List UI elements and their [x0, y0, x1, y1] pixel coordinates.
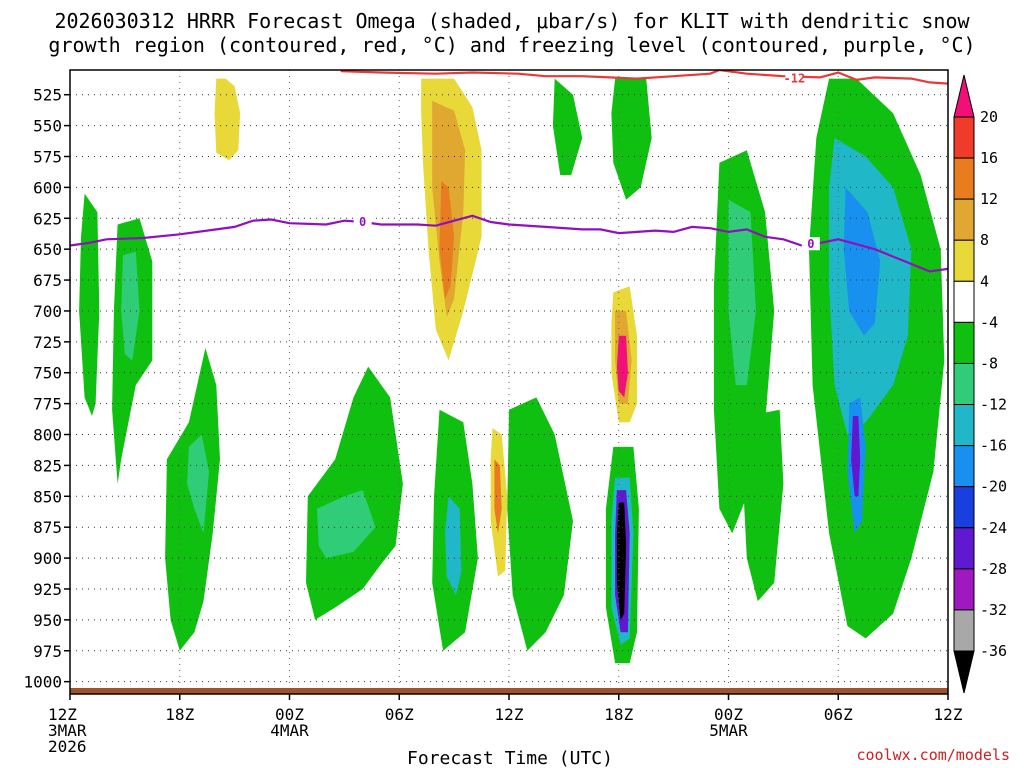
omega-region-15	[316, 490, 376, 559]
colorbar-label-13: -36	[980, 642, 1007, 660]
colorbar-label-0: 20	[980, 108, 998, 126]
contour-line-1	[70, 214, 948, 273]
omega-region-29	[843, 187, 881, 336]
y-tick-label-7: 700	[33, 302, 62, 321]
colorbar-cell-13	[953, 609, 975, 652]
omega-region-20	[611, 78, 652, 200]
y-tick-label-12: 825	[33, 456, 62, 475]
omega-region-24	[616, 502, 627, 620]
chart-title-line-1: 2026030312 HRRR Forecast Omega (shaded, …	[54, 9, 970, 33]
colorbar-cell-9	[953, 445, 975, 488]
colorbar-cell-3	[953, 198, 975, 241]
y-tick-label-19: 1000	[23, 673, 62, 692]
colorbar-bottom-arrow	[953, 650, 975, 694]
colorbar-label-6: -8	[980, 354, 998, 372]
y-tick-label-11: 800	[33, 426, 62, 445]
y-tick-label-10: 775	[33, 395, 62, 414]
colorbar-cell-6	[953, 321, 975, 364]
x-tick-label-0-0: 12Z	[48, 705, 77, 724]
contour-label-text: -12	[784, 72, 806, 86]
omega-region-0	[214, 78, 241, 161]
credit-link[interactable]: coolwx.com/models	[856, 746, 1010, 764]
omega-region-8	[616, 335, 628, 398]
omega-region-18	[507, 397, 573, 651]
colorbar-label-9: -20	[980, 478, 1007, 496]
x-tick-label-2-1: 4MAR	[270, 721, 309, 740]
x-tick-label-8-0: 12Z	[934, 705, 963, 724]
contour-line-0	[340, 70, 948, 85]
contour-label-bg	[785, 71, 804, 85]
y-tick-label-9: 750	[33, 364, 62, 383]
colorbar: 20 16 12 8 4 -4 -8 -12 -16 -20 -24 -28 -32 -36	[953, 74, 1007, 694]
colorbar-label-10: -24	[980, 519, 1007, 537]
colorbar-top-arrow	[953, 74, 975, 118]
y-tick-label-18: 975	[33, 642, 62, 661]
y-tick-label-4: 625	[33, 209, 62, 228]
y-tick-label-5: 650	[33, 240, 62, 259]
colorbar-cell-2	[953, 157, 975, 200]
omega-region-19	[552, 78, 583, 175]
y-tick-label-16: 925	[33, 580, 62, 599]
colorbar-label-5: -4	[980, 313, 998, 331]
x-tick-label-6-1: 5MAR	[709, 721, 748, 740]
omega-region-3	[439, 181, 455, 299]
terrain-fill	[70, 688, 948, 694]
x-axis-label: Forecast Time (UTC)	[407, 748, 613, 768]
x-tick-label-0-2: 2026	[48, 737, 87, 756]
colorbar-label-7: -12	[980, 396, 1007, 414]
omega-region-31	[851, 416, 861, 497]
y-tick-label-15: 900	[33, 549, 62, 568]
colorbar-label-2: 12	[980, 190, 998, 208]
omega-shaded-regions	[79, 78, 945, 664]
contour-label-text: 0	[359, 215, 366, 229]
colorbar-cell-7	[953, 362, 975, 406]
colorbar-cell-5	[953, 280, 975, 323]
colorbar-label-8: -16	[980, 437, 1007, 455]
colorbar-label-11: -28	[980, 560, 1007, 578]
y-tick-label-3: 600	[33, 178, 62, 197]
colorbar-label-1: 16	[980, 149, 998, 167]
colorbar-cell-11	[953, 527, 975, 570]
x-tick-label-0-1: 3MAR	[48, 721, 87, 740]
terrain-strip	[70, 688, 948, 694]
y-tick-label-17: 950	[33, 611, 62, 630]
omega-region-11	[121, 251, 140, 361]
y-tick-label-14: 875	[33, 518, 62, 537]
y-tick-label-6: 675	[33, 271, 62, 290]
x-tick-label-1-0: 18Z	[165, 705, 194, 724]
omega-region-17	[445, 496, 462, 596]
x-tick-label-7-0: 06Z	[824, 705, 853, 724]
x-tick-label-3-0: 06Z	[385, 705, 414, 724]
colorbar-cell-12	[953, 568, 975, 611]
colorbar-cell-1	[953, 116, 975, 159]
y-tick-label-13: 850	[33, 487, 62, 506]
colorbar-cell-10	[953, 486, 975, 529]
x-tick-label-4-0: 12Z	[495, 705, 524, 724]
y-tick-label-0: 525	[33, 86, 62, 105]
omega-region-9	[79, 193, 100, 416]
x-tick-label-6-0: 00Z	[714, 705, 743, 724]
y-tick-label-2: 575	[33, 147, 62, 166]
colorbar-label-12: -32	[980, 601, 1007, 619]
colorbar-cell-8	[953, 404, 975, 447]
omega-region-26	[728, 199, 756, 386]
omega-region-13	[187, 434, 209, 534]
contour-lines: -12 0 0	[70, 70, 948, 273]
colorbar-cell-4	[953, 239, 975, 282]
plot-axes: 525 550 575 600 625 650 675 700 725 750 775 800 825 8…	[23, 69, 963, 756]
omega-region-32	[743, 409, 784, 602]
x-tick-label-5-0: 18Z	[604, 705, 633, 724]
y-tick-label-8: 725	[33, 333, 62, 352]
x-tick-label-2-0: 00Z	[275, 705, 304, 724]
colorbar-label-4: 4	[980, 272, 989, 290]
chart-title-line-2: growth region (contoured, red, °C) and f…	[48, 33, 975, 57]
colorbar-label-3: 8	[980, 231, 989, 249]
y-tick-label-1: 550	[33, 117, 62, 136]
contour-label-bg	[801, 237, 820, 251]
contour-label-bg	[353, 214, 372, 228]
contour-label-text: 0	[807, 237, 814, 251]
omega-region-5	[494, 459, 502, 534]
